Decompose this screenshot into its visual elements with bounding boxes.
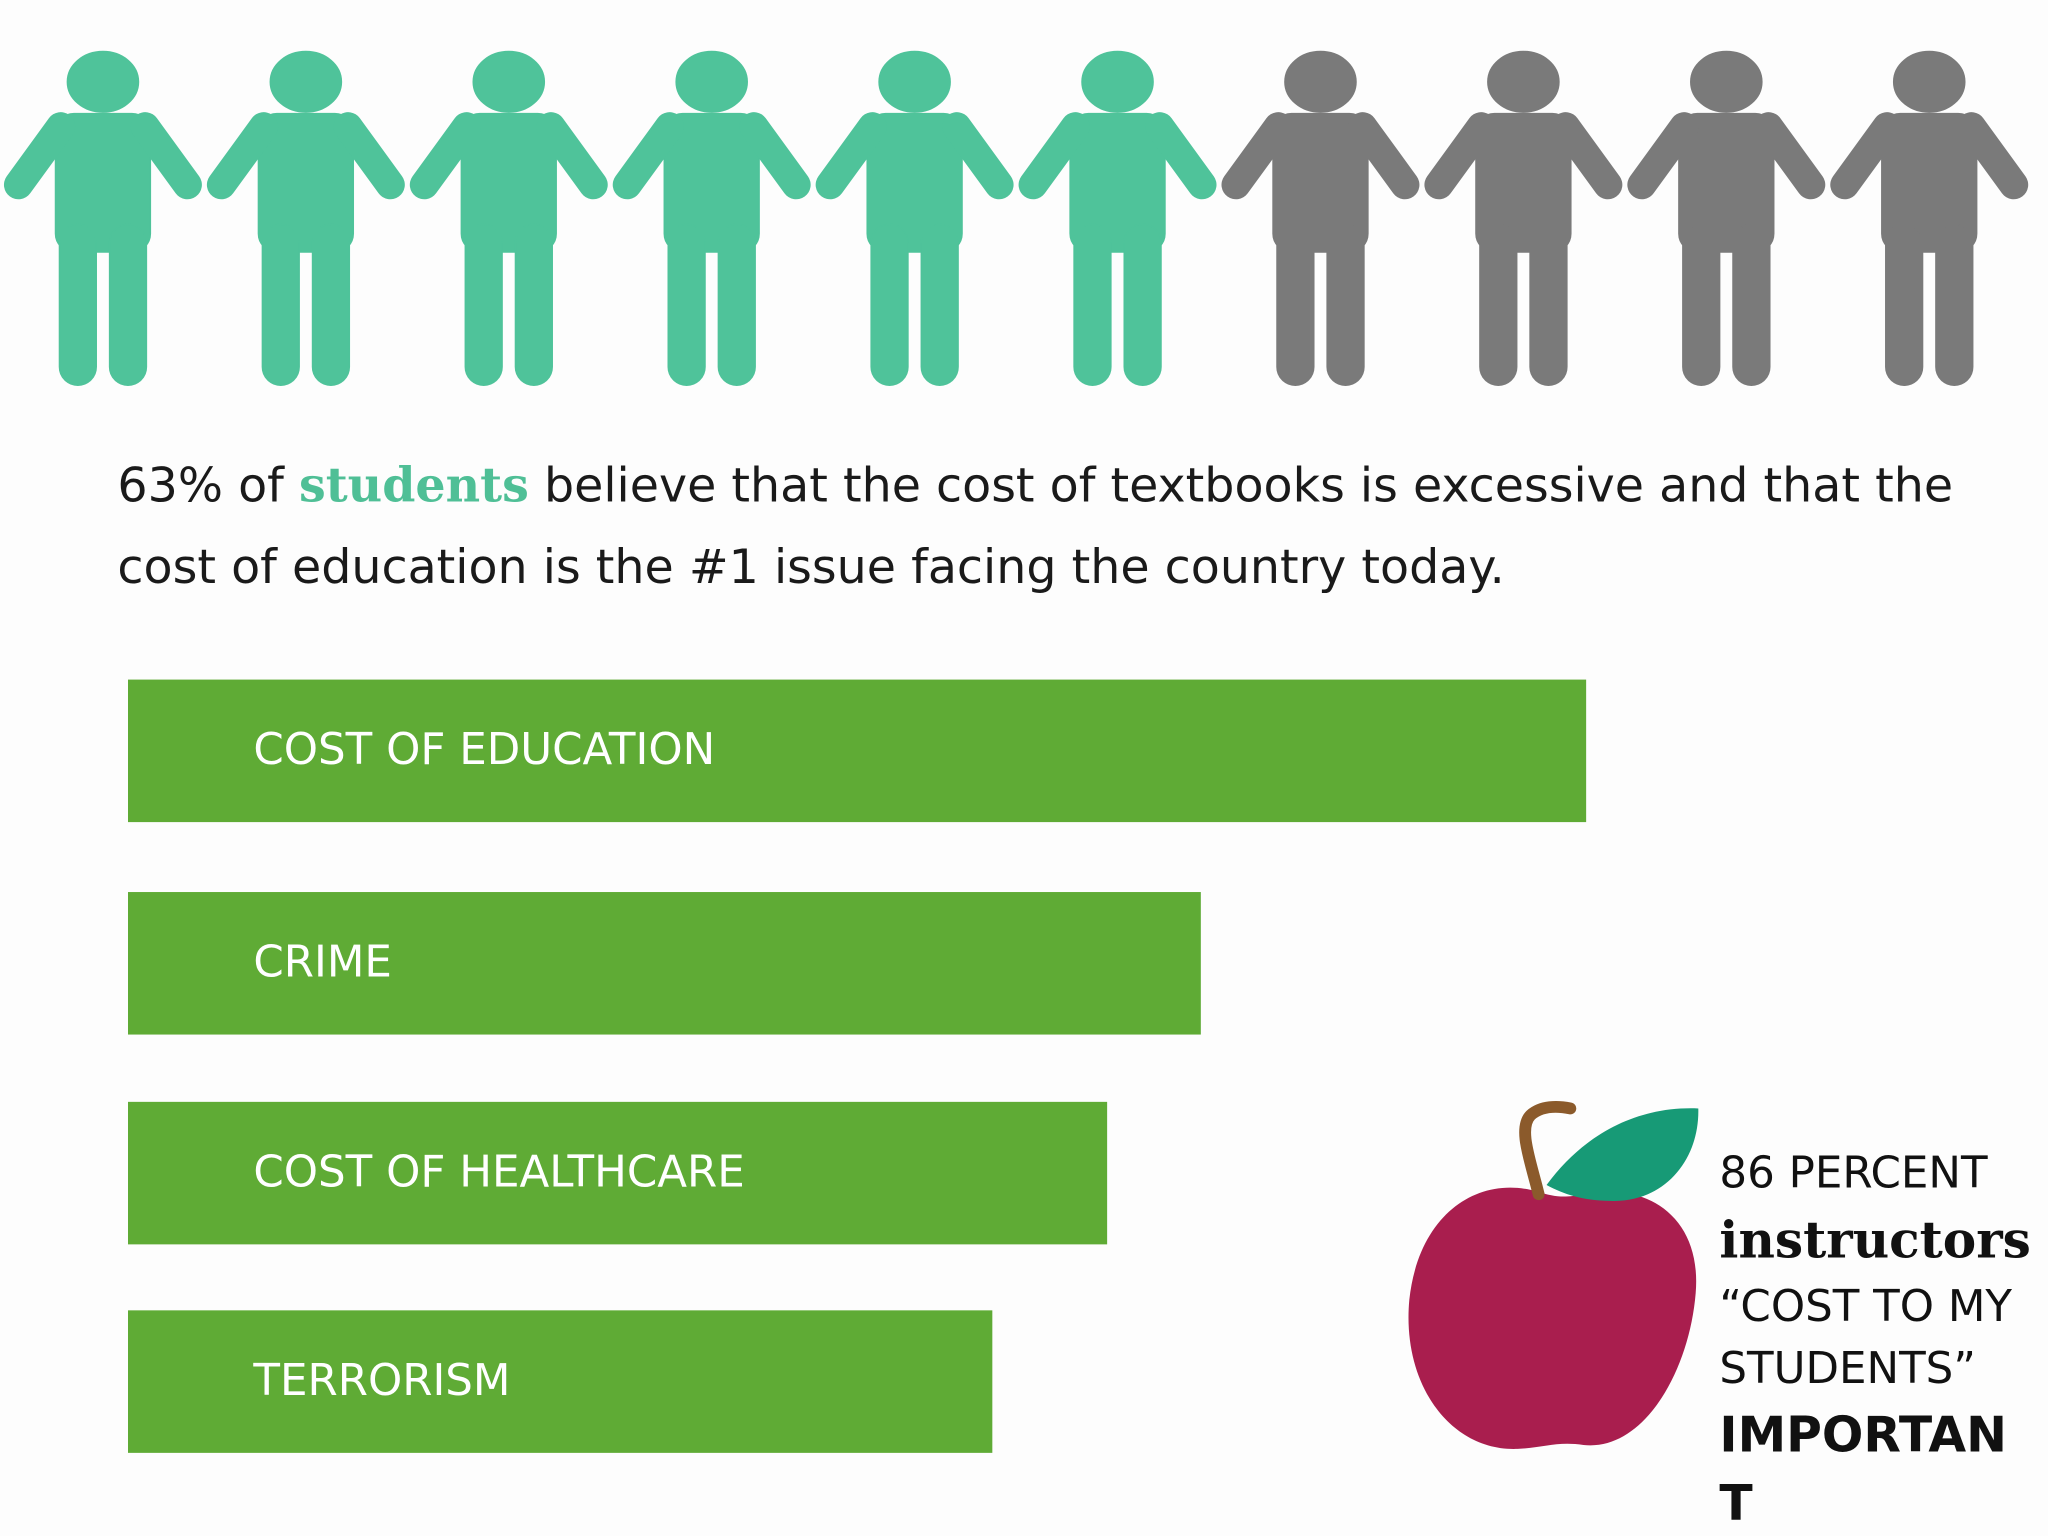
bar bbox=[128, 1101, 1108, 1245]
text: STUDENTS” bbox=[1719, 1344, 1975, 1394]
text: believe that the cost of textbooks is ex… bbox=[529, 458, 1953, 513]
apple-body bbox=[1408, 1187, 1697, 1449]
pictogram bbox=[18, 51, 2013, 385]
text: cost of education is the #1 issue facing… bbox=[117, 540, 1504, 595]
text: “COST TO MY bbox=[1719, 1282, 2012, 1332]
apple-stem bbox=[1519, 1101, 1577, 1201]
bar-label: COST OF HEALTHCARE bbox=[253, 1147, 744, 1197]
person-filled bbox=[1033, 51, 1202, 385]
highlight: students bbox=[299, 457, 529, 513]
bar bbox=[128, 892, 1201, 1035]
person-filled bbox=[830, 51, 999, 385]
apple-leaf bbox=[1546, 1108, 1699, 1201]
bar-label: CRIME bbox=[253, 938, 392, 988]
person-empty bbox=[1439, 51, 1608, 385]
person-filled bbox=[424, 51, 593, 385]
apple bbox=[1408, 1101, 1699, 1449]
bar bbox=[128, 679, 1587, 823]
statement-line: 63% of students believe that the cost of… bbox=[117, 457, 1953, 513]
text: 63% of bbox=[117, 458, 299, 513]
emphasis: IMPORTAN bbox=[1719, 1407, 2007, 1464]
statement-line: cost of education is the #1 issue facing… bbox=[117, 540, 1504, 595]
issue-bars: COST OF EDUCATION CRIME COST OF HEALTHCA… bbox=[128, 679, 1587, 1453]
person-filled bbox=[18, 51, 187, 385]
instructors-note: 86 PERCENT instructors “COST TO MY STUDE… bbox=[1719, 1149, 2030, 1533]
bar bbox=[128, 1310, 993, 1453]
emphasis: T bbox=[1719, 1475, 1753, 1532]
person-filled bbox=[627, 51, 796, 385]
person-empty bbox=[1845, 51, 2014, 385]
highlight: instructors bbox=[1719, 1211, 2030, 1270]
bar-label: TERRORISM bbox=[252, 1356, 510, 1406]
person-empty bbox=[1642, 51, 1811, 385]
bar-label: COST OF EDUCATION bbox=[253, 725, 715, 775]
text: 86 PERCENT bbox=[1719, 1149, 1988, 1199]
person-filled bbox=[221, 51, 390, 385]
person-empty bbox=[1236, 51, 1405, 385]
